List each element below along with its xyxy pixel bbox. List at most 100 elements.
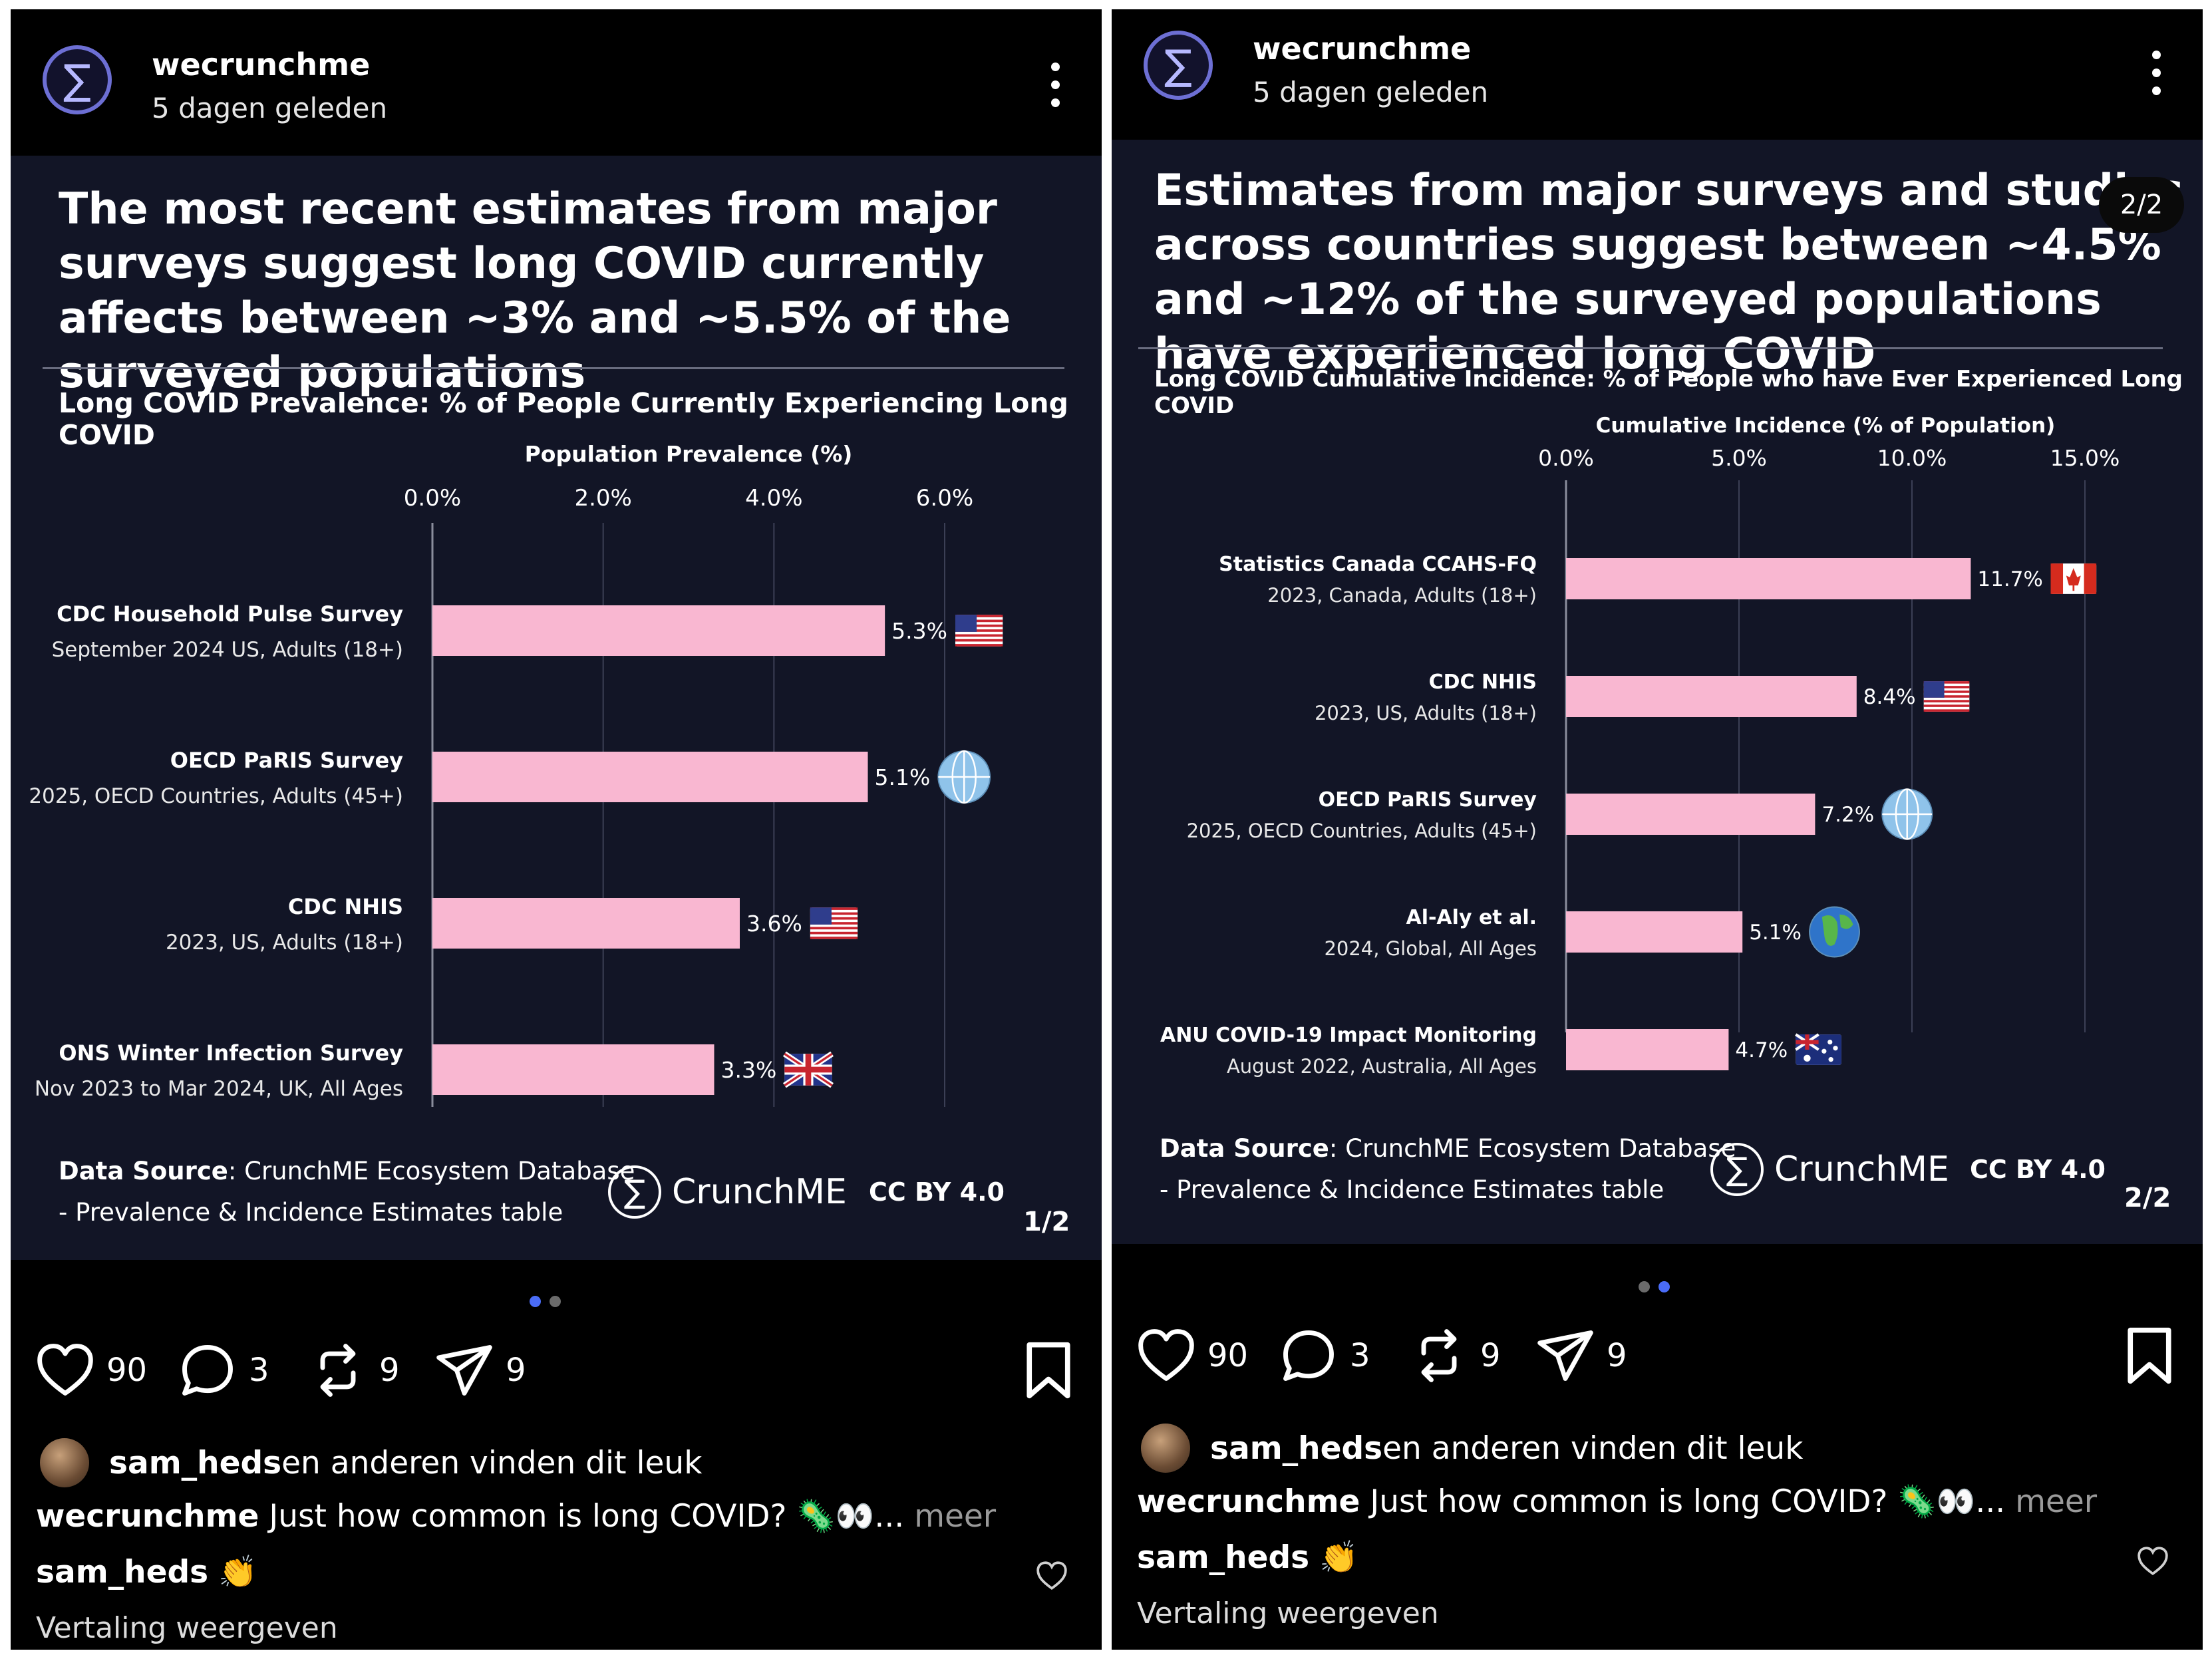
bar-value-label: 5.3% [891, 618, 947, 644]
liker-avatar[interactable] [1141, 1424, 1190, 1473]
uk-flag-icon [782, 1051, 834, 1088]
repost-count: 9 [1480, 1337, 1501, 1374]
x-tick-label: 2.0% [574, 485, 631, 512]
account-name[interactable]: wecrunchme [1253, 31, 1472, 67]
data-source-label: Data Source [1160, 1134, 1329, 1163]
liked-by-text: en anderen vinden dit leuk [1382, 1430, 1804, 1467]
action-bar: 90 3 9 9 [1112, 1312, 2203, 1392]
carousel-dot[interactable] [1639, 1281, 1650, 1292]
comment-user[interactable]: sam_heds [1137, 1539, 1310, 1576]
category-detail: 2023, US, Adults (18+) [166, 931, 403, 955]
flag-stripe [1923, 700, 1970, 702]
bookmark-icon[interactable] [1022, 1340, 1075, 1401]
bar-value-label: 3.6% [746, 911, 802, 937]
repost-icon [320, 1344, 356, 1397]
carousel-indicator [530, 1296, 569, 1309]
category-detail: 2025, OECD Countries, Adults (45+) [29, 784, 403, 808]
caption-more-link[interactable]: meer [2005, 1483, 2098, 1520]
like-button[interactable]: 90 [35, 1340, 147, 1401]
comment-button[interactable]: 3 [1278, 1325, 1370, 1386]
category-detail: Nov 2023 to Mar 2024, UK, All Ages [35, 1077, 403, 1101]
account-avatar[interactable]: ∑ [43, 45, 112, 114]
flag-stripe [955, 629, 1003, 632]
earth-icon [1809, 906, 1860, 958]
bar-value-label: 5.1% [1749, 921, 1802, 945]
flag-band [2050, 563, 2064, 594]
caption[interactable]: wecrunchme Just how common is long COVID… [1137, 1483, 2097, 1520]
x-tick-label: 15.0% [2050, 445, 2120, 471]
slide-headline: Estimates from major surveys and studies… [1154, 166, 2184, 379]
canada-flag-icon [2050, 563, 2097, 594]
more-options-icon[interactable] [1048, 63, 1062, 109]
brand: ∑ CrunchME [608, 1165, 847, 1219]
bookmark-icon[interactable] [2123, 1325, 2176, 1386]
data-source-label: Data Source [59, 1157, 228, 1185]
flag-stripe [955, 644, 1003, 647]
account-avatar[interactable]: ∑ [1144, 31, 1213, 100]
comment-like-heart-icon[interactable] [2136, 1545, 2169, 1578]
send-icon [1537, 1330, 1593, 1381]
category-label: CDC NHIS [1429, 671, 1537, 694]
caption-user[interactable]: wecrunchme [1137, 1483, 1360, 1520]
carousel-slide[interactable]: The most recent estimates from major sur… [11, 156, 1102, 1260]
comment-count: 3 [249, 1352, 269, 1389]
liker-name[interactable]: sam_heds [109, 1444, 282, 1481]
liked-by-line[interactable]: sam_heds en anderen vinden dit leuk [40, 1438, 702, 1487]
category-label: CDC Household Pulse Survey [57, 601, 403, 627]
like-button[interactable]: 90 [1136, 1325, 1248, 1386]
flag-canton [1923, 681, 1945, 698]
data-source-text: : CrunchME Ecosystem Database [1329, 1134, 1736, 1163]
carousel-dot-active[interactable] [1659, 1281, 1670, 1292]
share-button[interactable]: 9 [434, 1340, 526, 1401]
comment-button[interactable]: 3 [177, 1340, 269, 1401]
flag-canton [810, 907, 832, 925]
flag-stripe [955, 615, 1003, 617]
license: CC BY 4.0 [869, 1177, 1005, 1207]
carousel-slide[interactable]: Estimates from major surveys and studies… [1112, 140, 2203, 1244]
liker-avatar[interactable] [40, 1438, 89, 1487]
flag-star [1821, 1048, 1827, 1054]
bar [1566, 558, 1971, 599]
comment-preview[interactable]: sam_heds 👏 [1137, 1539, 1358, 1576]
category-detail: 2025, OECD Countries, Adults (45+) [1187, 820, 1537, 842]
flag-star [1828, 1057, 1833, 1062]
like-count: 90 [106, 1352, 148, 1389]
caption-text: Just how common is long COVID? 🦠👀... [259, 1498, 905, 1535]
carousel-dot-active[interactable] [530, 1296, 541, 1307]
comment-text: 👏 [1309, 1539, 1358, 1576]
post-1: ∑ wecrunchme 5 dagen geleden The most re… [11, 9, 1102, 1650]
account-name[interactable]: wecrunchme [152, 47, 371, 82]
australia-flag-icon [1795, 1033, 1841, 1065]
category-label: OECD PaRIS Survey [1319, 788, 1537, 812]
caption[interactable]: wecrunchme Just how common is long COVID… [36, 1498, 996, 1535]
carousel-dot[interactable] [550, 1296, 561, 1307]
repost-button[interactable]: 9 [1408, 1325, 1501, 1386]
slide-page-number: 1/2 [1023, 1207, 1070, 1237]
comment-preview[interactable]: sam_heds 👏 [36, 1554, 257, 1590]
category-detail: 2024, Global, All Ages [1324, 937, 1537, 960]
caption-text: Just how common is long COVID? 🦠👀... [1360, 1483, 2006, 1520]
flag-stripe [955, 624, 1003, 627]
more-options-icon[interactable] [2149, 51, 2163, 97]
post-header: ∑ wecrunchme 5 dagen geleden [11, 9, 1102, 156]
liker-name[interactable]: sam_heds [1210, 1430, 1383, 1467]
bar-value-label: 3.3% [721, 1057, 777, 1083]
us-flag-icon [955, 615, 1003, 647]
data-source-text: : CrunchME Ecosystem Database [228, 1157, 635, 1185]
bar [1566, 676, 1857, 717]
comment-like-heart-icon[interactable] [1035, 1559, 1068, 1592]
caption-user[interactable]: wecrunchme [36, 1498, 259, 1535]
translate-link[interactable]: Vertaling weergeven [36, 1611, 338, 1645]
share-button[interactable]: 9 [1535, 1325, 1627, 1386]
repost-button[interactable]: 9 [307, 1340, 400, 1401]
caption-more-link[interactable]: meer [904, 1498, 997, 1535]
translate-link[interactable]: Vertaling weergeven [1137, 1596, 1439, 1630]
flag-stripe [810, 912, 858, 915]
category-detail: August 2022, Australia, All Ages [1227, 1055, 1537, 1078]
comment-user[interactable]: sam_heds [36, 1554, 209, 1590]
category-label: ANU COVID-19 Impact Monitoring [1160, 1024, 1537, 1047]
flag-stripe [1923, 686, 1970, 688]
carousel-indicator [1639, 1281, 1678, 1294]
bar-value-label: 5.1% [875, 764, 931, 790]
liked-by-line[interactable]: sam_heds en anderen vinden dit leuk [1141, 1424, 1803, 1473]
